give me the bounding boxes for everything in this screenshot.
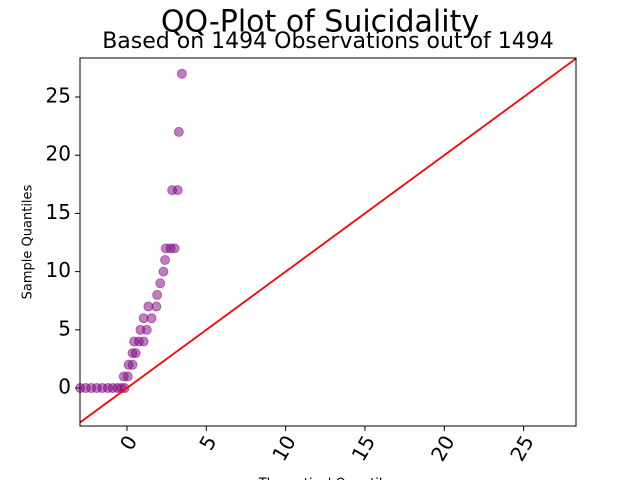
- point: [160, 254, 171, 265]
- x-tick-label: 5: [194, 431, 221, 454]
- point: [173, 126, 184, 137]
- reference-line: [79, 57, 577, 424]
- point: [119, 383, 130, 394]
- point: [172, 185, 183, 196]
- y-tick-label: 25: [46, 84, 71, 108]
- point: [127, 359, 138, 370]
- point: [152, 289, 163, 300]
- y-tick-label: 20: [46, 142, 71, 166]
- x-tick-label: 20: [426, 431, 460, 465]
- x-tick-label: 0: [115, 431, 142, 454]
- y-tick-label: 0: [58, 375, 71, 399]
- x-tick-label: 10: [267, 431, 301, 465]
- point: [151, 301, 162, 312]
- y-tick-label: 10: [46, 258, 71, 282]
- point: [169, 243, 180, 254]
- point: [155, 278, 166, 289]
- chart-title: QQ-Plot of Suicidality: [161, 5, 479, 40]
- point: [130, 348, 141, 359]
- x-tick-label: 25: [505, 431, 539, 465]
- y-tick-label: 15: [46, 200, 71, 224]
- point: [176, 68, 187, 79]
- point: [141, 324, 152, 335]
- y-axis-label: Sample Quantiles: [21, 184, 36, 299]
- point: [158, 266, 169, 277]
- x-axis-label: Theoretical Quantiles: [258, 477, 398, 480]
- point: [138, 336, 149, 347]
- x-tick-label: 15: [347, 431, 381, 465]
- y-tick-label: 5: [58, 316, 71, 340]
- chart-subtitle: Based on 1494 Observations out of 1494: [102, 29, 554, 54]
- point: [146, 313, 157, 324]
- point: [122, 371, 133, 382]
- plot-frame: [79, 57, 577, 427]
